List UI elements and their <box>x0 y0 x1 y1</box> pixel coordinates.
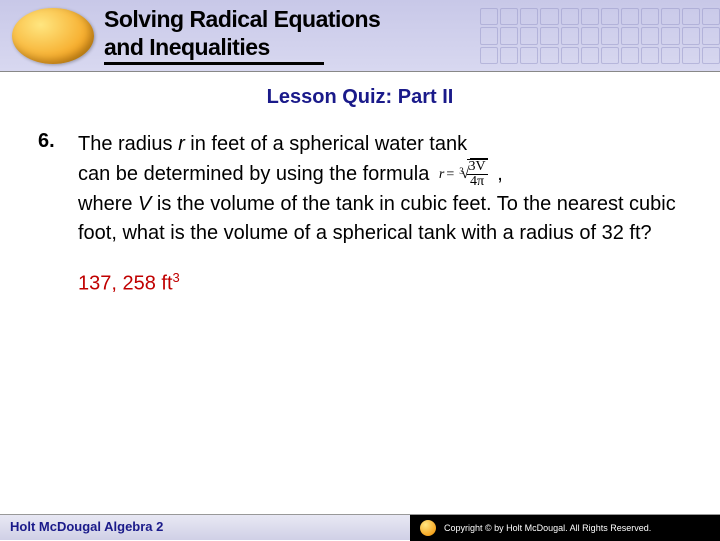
slide-title: Solving Radical Equations and Inequaliti… <box>104 6 380 61</box>
problem-content: 6. The radius r in feet of a spherical w… <box>38 130 688 296</box>
slide-header: Solving Radical Equations and Inequaliti… <box>0 0 720 72</box>
formula-den: 4π <box>467 175 488 189</box>
answer-value: 137, 258 ft <box>78 273 173 295</box>
title-underline <box>104 62 324 65</box>
formula-radicand: 3V4π <box>470 158 488 189</box>
p-line2-pre: can be determined by using the formula <box>78 163 435 185</box>
footer-copyright: Copyright © by Holt McDougal. All Rights… <box>410 515 720 541</box>
title-line2: and Inequalities <box>104 34 270 60</box>
slide-footer: Holt McDougal Algebra 2 Copyright © by H… <box>0 514 720 540</box>
answer: 137, 258 ft3 <box>78 270 688 296</box>
p-line2-trail: , <box>492 163 503 185</box>
header-oval-icon <box>12 8 94 64</box>
footer-book-title: Holt McDougal Algebra 2 <box>10 519 163 534</box>
problem-text: The radius r in feet of a spherical wate… <box>78 130 688 248</box>
lesson-quiz-heading: Lesson Quiz: Part II <box>0 86 720 109</box>
p-line3-post: is the volume of the tank in cubic feet.… <box>78 193 676 244</box>
formula-num: 3V <box>467 160 488 175</box>
p-line1-pre: The radius <box>78 133 178 155</box>
formula: r=3√3V4π <box>435 159 492 190</box>
p-line3-pre: where <box>78 193 138 215</box>
p-var-v: V <box>138 193 151 215</box>
formula-fraction: 3V4π <box>467 159 488 189</box>
title-line1: Solving Radical Equations <box>104 6 380 32</box>
formula-eq: = <box>444 167 456 182</box>
header-decorative-grid <box>480 8 720 64</box>
problem-number: 6. <box>38 130 55 153</box>
p-var-r: r <box>178 133 185 155</box>
footer-logo-icon <box>420 520 436 536</box>
answer-exponent: 3 <box>173 270 180 285</box>
p-line1-post: in feet of a spherical water tank <box>185 133 467 155</box>
footer-copyright-text: Copyright © by Holt McDougal. All Rights… <box>444 523 651 533</box>
